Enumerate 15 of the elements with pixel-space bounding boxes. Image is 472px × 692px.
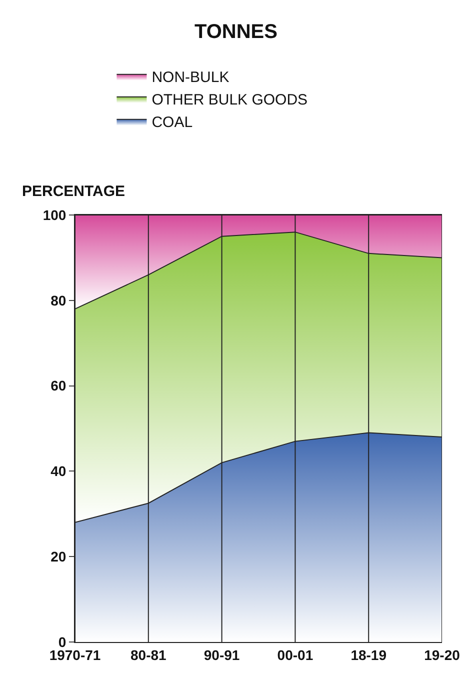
x-tick-label: 00-01: [277, 646, 314, 663]
x-tick-label: 18-19: [350, 646, 387, 663]
x-tick-label: 90-91: [204, 646, 240, 663]
chart-title: TONNES: [194, 21, 278, 44]
y-axis-title: PERCENTAGE: [22, 183, 126, 200]
y-tick-label: 20: [50, 548, 66, 564]
y-tick-label: 40: [50, 463, 66, 480]
y-tick-label: 60: [50, 378, 66, 394]
y-tick-label: 80: [50, 292, 66, 308]
legend-label: NON-BULK: [152, 69, 230, 86]
legend-label: COAL: [152, 114, 193, 132]
y-tick-label: 100: [42, 206, 66, 223]
legend-label: OTHER BULK GOODS: [152, 92, 308, 109]
x-tick-label: 19-20: [424, 646, 460, 663]
x-tick-label: 80-81: [130, 646, 167, 663]
